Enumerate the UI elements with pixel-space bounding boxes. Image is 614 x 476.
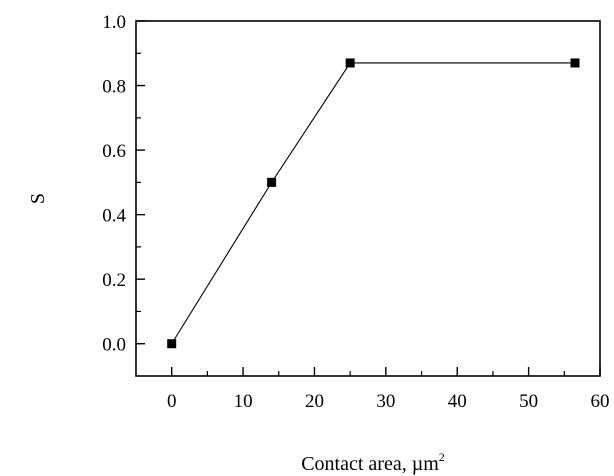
y-tick-label: 0.2 <box>102 270 126 291</box>
plot-frame <box>135 20 601 377</box>
series-points <box>167 58 580 349</box>
series-lines <box>171 62 576 345</box>
x-axis-title: Contact area, µm2 <box>301 450 445 475</box>
data-point <box>570 58 580 68</box>
x-tick-label: 60 <box>591 391 610 412</box>
x-axis-ticks: 0 10 20 30 40 50 60 <box>167 367 610 412</box>
x-tick-label: 10 <box>234 391 253 412</box>
y-axis-ticks: 0.0 0.2 0.4 0.6 0.8 1.0 <box>102 12 145 356</box>
data-point <box>167 339 177 349</box>
x-tick-label: 0 <box>167 391 177 412</box>
y-tick-label: 0.4 <box>102 206 126 227</box>
y-axis-title: S <box>27 193 49 204</box>
series-line <box>171 62 576 345</box>
y-tick-label: 0.0 <box>102 335 126 356</box>
x-axis-title-superscript: 2 <box>439 450 445 464</box>
x-axis-title-text: Contact area, µm <box>301 453 439 475</box>
x-tick-label: 20 <box>305 391 324 412</box>
x-tick-label: 30 <box>376 391 395 412</box>
y-tick-label: 1.0 <box>102 12 126 33</box>
x-tick-label: 50 <box>519 391 538 412</box>
y-tick-label: 0.8 <box>102 77 126 98</box>
data-point <box>345 58 355 68</box>
data-point <box>267 177 277 187</box>
x-tick-label: 40 <box>448 391 467 412</box>
y-tick-label: 0.6 <box>102 141 126 162</box>
